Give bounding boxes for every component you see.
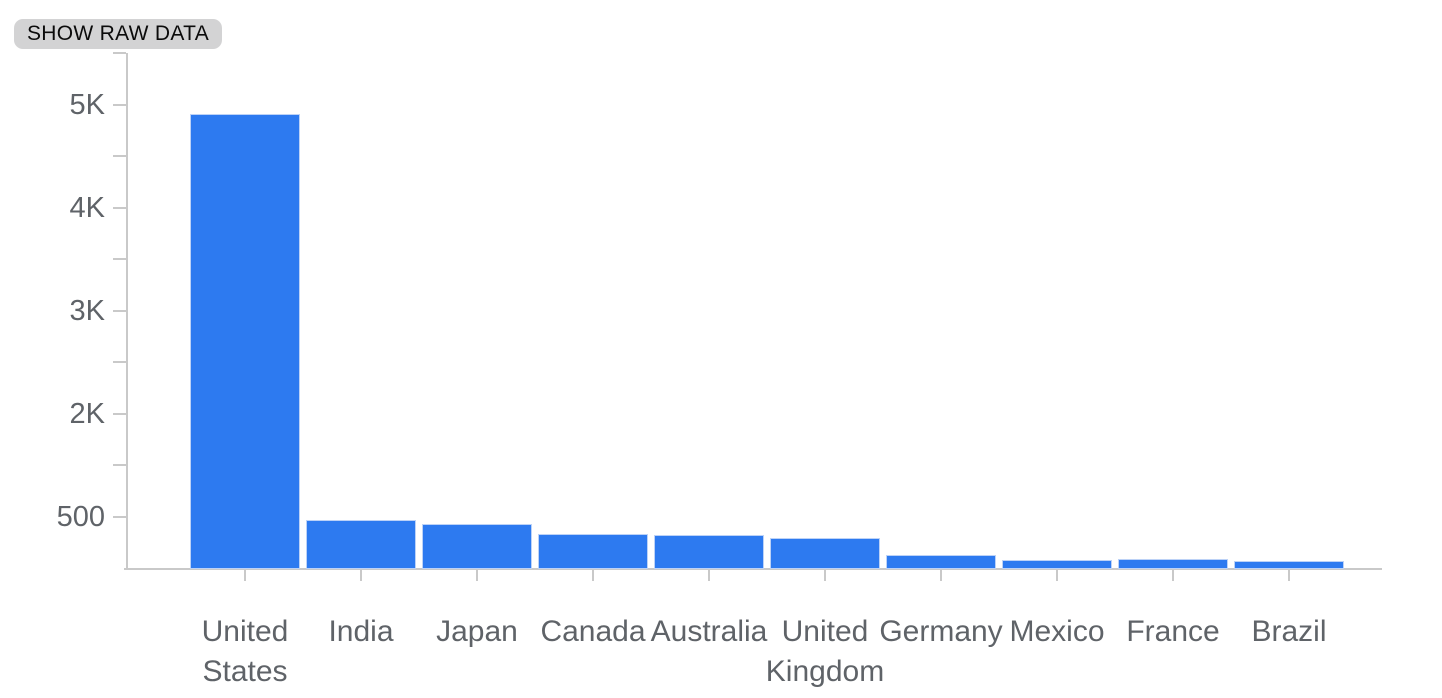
- y-axis-tick-label: 500: [56, 501, 105, 533]
- x-axis-category-label: Brazil: [1251, 615, 1327, 648]
- show-raw-data-button[interactable]: SHOW RAW DATA: [14, 19, 222, 49]
- y-minor-tick: [113, 52, 126, 54]
- x-axis-tick: [708, 570, 710, 581]
- y-major-tick: [113, 516, 126, 518]
- y-axis-tick-label: 2K: [69, 398, 105, 430]
- bar-france[interactable]: [1118, 559, 1228, 569]
- bar-india[interactable]: [306, 520, 416, 569]
- bar-germany[interactable]: [886, 555, 996, 569]
- bar-mexico[interactable]: [1002, 560, 1112, 569]
- y-axis-line: [126, 53, 128, 569]
- y-minor-tick: [113, 258, 126, 260]
- bar-japan[interactable]: [422, 524, 532, 569]
- x-axis-category-label: Australia: [650, 615, 768, 648]
- y-minor-tick: [113, 464, 126, 466]
- x-axis-category-label: Canada: [540, 615, 646, 648]
- x-axis-tick: [244, 570, 246, 581]
- x-axis-category-label: Mexico: [1009, 615, 1105, 648]
- y-minor-tick: [113, 155, 126, 157]
- bar-australia[interactable]: [654, 535, 764, 569]
- bar-united-kingdom[interactable]: [770, 538, 880, 569]
- x-axis-category-label: Japan: [436, 615, 518, 648]
- y-major-tick: [113, 413, 126, 415]
- y-minor-tick: [113, 361, 126, 363]
- x-axis-category-label: France: [1126, 615, 1220, 648]
- x-axis-category-label: Germany: [879, 615, 1003, 648]
- x-axis-category-label: United Kingdom: [765, 615, 885, 688]
- y-axis-tick-label: 3K: [69, 295, 105, 327]
- y-major-tick: [113, 207, 126, 209]
- bar-brazil[interactable]: [1234, 561, 1344, 569]
- x-axis-tick: [824, 570, 826, 581]
- y-major-tick: [113, 104, 126, 106]
- x-axis-tick: [1056, 570, 1058, 581]
- x-axis-tick: [940, 570, 942, 581]
- x-axis-tick: [1172, 570, 1174, 581]
- x-axis-category-label: India: [328, 615, 394, 648]
- x-axis-tick: [592, 570, 594, 581]
- x-axis-tick: [1288, 570, 1290, 581]
- x-axis-category-label: United States: [201, 615, 289, 688]
- y-major-tick: [113, 310, 126, 312]
- x-axis-tick: [476, 570, 478, 581]
- y-axis-tick-label: 5K: [69, 89, 105, 121]
- x-axis-tick: [360, 570, 362, 581]
- bar-united-states[interactable]: [190, 114, 300, 569]
- x-axis-line: [124, 568, 1382, 570]
- y-axis-tick-label: 4K: [69, 192, 105, 224]
- bar-canada[interactable]: [538, 534, 648, 569]
